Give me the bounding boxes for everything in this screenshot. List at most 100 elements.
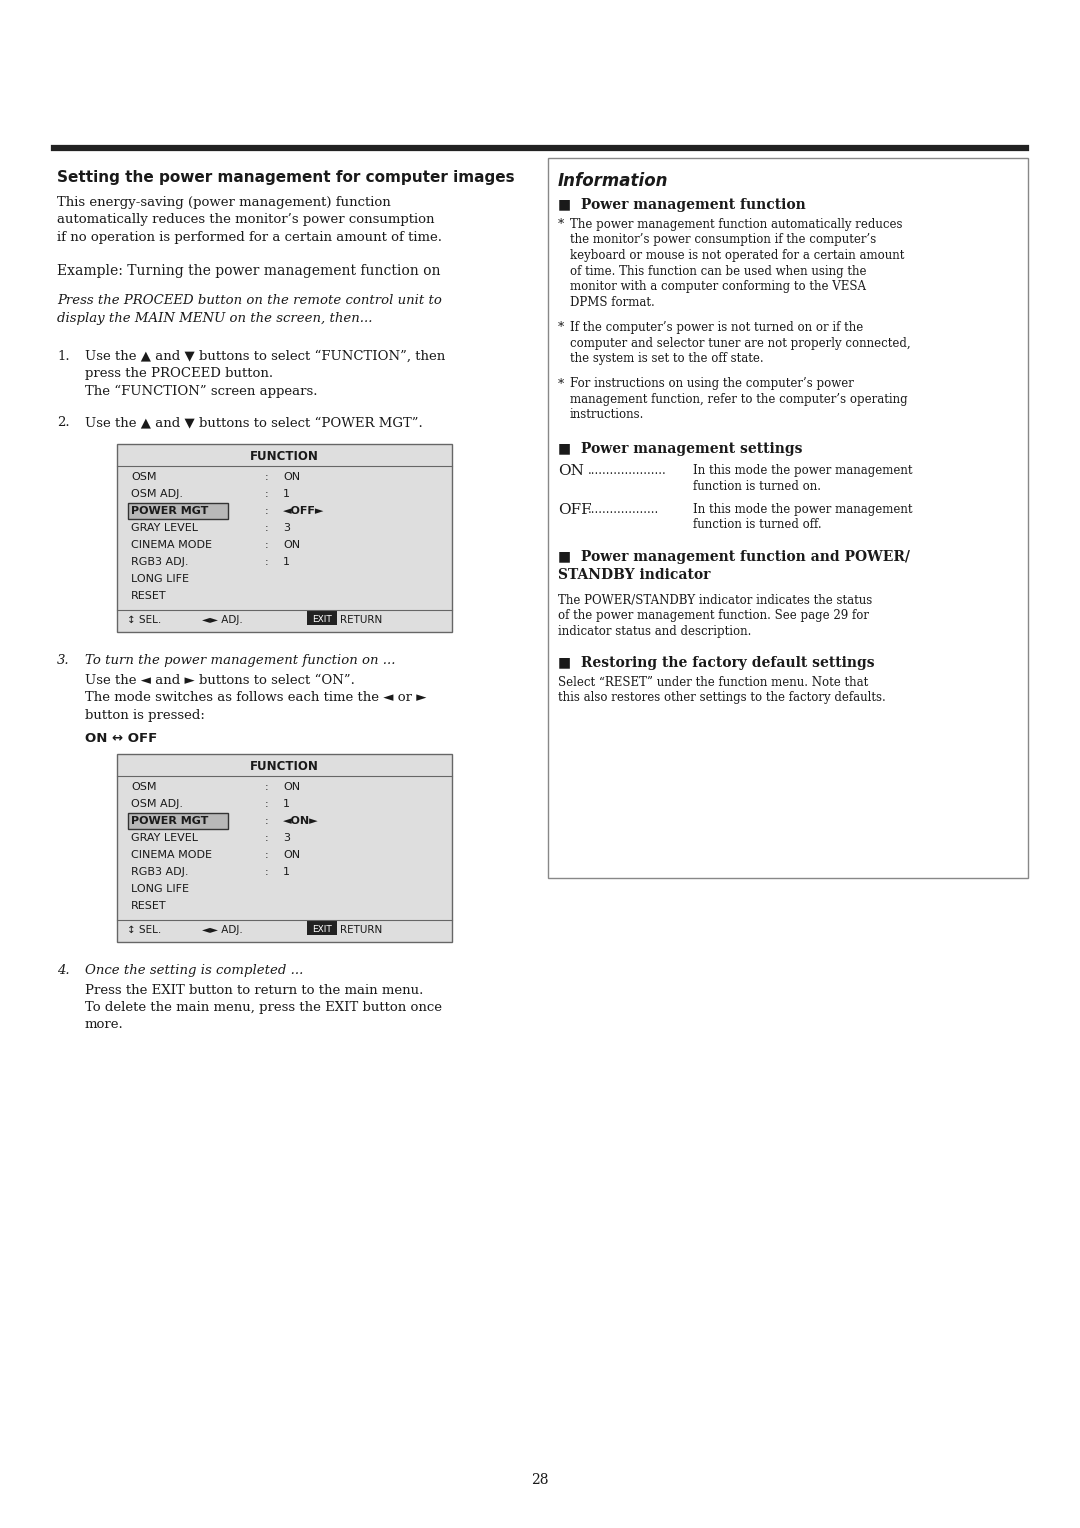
Text: LONG LIFE: LONG LIFE xyxy=(131,885,189,894)
Text: keyboard or mouse is not operated for a certain amount: keyboard or mouse is not operated for a … xyxy=(570,249,904,261)
Text: ◄OFF►: ◄OFF► xyxy=(283,506,324,516)
Text: function is turned off.: function is turned off. xyxy=(693,518,822,532)
Text: RETURN: RETURN xyxy=(340,924,382,935)
Text: CINEMA MODE: CINEMA MODE xyxy=(131,850,212,860)
Bar xyxy=(548,157,1028,879)
Text: DPMS format.: DPMS format. xyxy=(570,295,654,309)
Text: RESET: RESET xyxy=(131,591,166,601)
Bar xyxy=(307,921,337,935)
Text: POWER MGT: POWER MGT xyxy=(131,506,208,516)
Text: Once the setting is completed ...: Once the setting is completed ... xyxy=(85,964,303,976)
Text: :: : xyxy=(265,782,269,792)
Text: OSM ADJ.: OSM ADJ. xyxy=(131,489,183,500)
Text: Use the ◄ and ► buttons to select “ON”.: Use the ◄ and ► buttons to select “ON”. xyxy=(85,674,355,686)
Text: :: : xyxy=(265,799,269,808)
Text: ON: ON xyxy=(283,850,300,860)
Text: 4.: 4. xyxy=(57,964,69,976)
Text: 1: 1 xyxy=(283,866,291,877)
Text: ■  Power management function and POWER/: ■ Power management function and POWER/ xyxy=(558,550,910,564)
Text: GRAY LEVEL: GRAY LEVEL xyxy=(131,523,198,533)
Text: :: : xyxy=(265,489,269,500)
Text: The “FUNCTION” screen appears.: The “FUNCTION” screen appears. xyxy=(85,385,318,397)
Text: FUNCTION: FUNCTION xyxy=(251,759,319,773)
Text: ■  Power management settings: ■ Power management settings xyxy=(558,442,802,455)
Text: press the PROCEED button.: press the PROCEED button. xyxy=(85,367,273,380)
Text: Information: Information xyxy=(558,173,669,189)
Text: ON: ON xyxy=(558,465,584,478)
Text: display the MAIN MENU on the screen, then...: display the MAIN MENU on the screen, the… xyxy=(57,312,373,325)
Text: OSM: OSM xyxy=(131,472,157,481)
Text: the system is set to the off state.: the system is set to the off state. xyxy=(570,351,764,365)
Text: RETURN: RETURN xyxy=(340,614,382,625)
Text: automatically reduces the monitor’s power consumption: automatically reduces the monitor’s powe… xyxy=(57,214,434,226)
Text: Setting the power management for computer images: Setting the power management for compute… xyxy=(57,170,515,185)
Text: of time. This function can be used when using the: of time. This function can be used when … xyxy=(570,264,866,278)
Text: indicator status and description.: indicator status and description. xyxy=(558,625,752,639)
Text: :: : xyxy=(265,866,269,877)
Text: Use the ▲ and ▼ buttons to select “FUNCTION”, then: Use the ▲ and ▼ buttons to select “FUNCT… xyxy=(85,350,445,362)
Bar xyxy=(117,445,453,633)
Text: In this mode the power management: In this mode the power management xyxy=(693,503,913,516)
Text: 1: 1 xyxy=(283,558,291,567)
Text: 2.: 2. xyxy=(57,416,69,429)
Text: ON: ON xyxy=(283,539,300,550)
Text: 1: 1 xyxy=(283,799,291,808)
Text: RESET: RESET xyxy=(131,902,166,911)
Text: To turn the power management function on ...: To turn the power management function on… xyxy=(85,654,395,668)
Text: ON: ON xyxy=(283,782,300,792)
Text: :: : xyxy=(265,539,269,550)
Text: ◄► ADJ.: ◄► ADJ. xyxy=(202,614,243,625)
Text: this also restores other settings to the factory defaults.: this also restores other settings to the… xyxy=(558,691,886,704)
Text: STANDBY indicator: STANDBY indicator xyxy=(558,568,711,582)
Text: POWER MGT: POWER MGT xyxy=(131,816,208,827)
Text: the monitor’s power consumption if the computer’s: the monitor’s power consumption if the c… xyxy=(570,234,876,246)
Text: 1: 1 xyxy=(283,489,291,500)
Text: ↕ SEL.: ↕ SEL. xyxy=(127,924,161,935)
Text: To delete the main menu, press the EXIT button once: To delete the main menu, press the EXIT … xyxy=(85,1001,442,1015)
Text: *: * xyxy=(558,219,564,231)
Text: :: : xyxy=(265,472,269,481)
Text: LONG LIFE: LONG LIFE xyxy=(131,575,189,584)
Text: Use the ▲ and ▼ buttons to select “POWER MGT”.: Use the ▲ and ▼ buttons to select “POWER… xyxy=(85,416,422,429)
Text: ON: ON xyxy=(283,472,300,481)
Text: FUNCTION: FUNCTION xyxy=(251,451,319,463)
Text: 3: 3 xyxy=(283,833,291,843)
Text: 3: 3 xyxy=(283,523,291,533)
Text: 1.: 1. xyxy=(57,350,69,362)
Text: This energy-saving (power management) function: This energy-saving (power management) fu… xyxy=(57,196,391,209)
Text: management function, refer to the computer’s operating: management function, refer to the comput… xyxy=(570,393,907,406)
Text: CINEMA MODE: CINEMA MODE xyxy=(131,539,212,550)
Bar xyxy=(117,753,453,941)
Text: monitor with a computer conforming to the VESA: monitor with a computer conforming to th… xyxy=(570,280,866,293)
Text: if no operation is performed for a certain amount of time.: if no operation is performed for a certa… xyxy=(57,231,442,244)
Text: *: * xyxy=(558,321,564,335)
Text: function is turned on.: function is turned on. xyxy=(693,480,821,492)
Text: OSM ADJ.: OSM ADJ. xyxy=(131,799,183,808)
Bar xyxy=(129,503,228,520)
Text: OSM: OSM xyxy=(131,782,157,792)
Text: :: : xyxy=(265,850,269,860)
Text: The power management function automatically reduces: The power management function automatica… xyxy=(570,219,903,231)
Text: 3.: 3. xyxy=(57,654,69,668)
Text: .....................: ..................... xyxy=(588,465,666,477)
Text: button is pressed:: button is pressed: xyxy=(85,709,205,721)
Text: If the computer’s power is not turned on or if the: If the computer’s power is not turned on… xyxy=(570,321,863,335)
Text: ◄ON►: ◄ON► xyxy=(283,816,319,827)
Text: RGB3 ADJ.: RGB3 ADJ. xyxy=(131,866,189,877)
Text: Press the PROCEED button on the remote control unit to: Press the PROCEED button on the remote c… xyxy=(57,295,442,307)
Text: ■  Restoring the factory default settings: ■ Restoring the factory default settings xyxy=(558,656,875,669)
Text: :: : xyxy=(265,558,269,567)
Text: ...................: ................... xyxy=(588,503,659,516)
Text: :: : xyxy=(265,816,269,827)
Text: :: : xyxy=(265,523,269,533)
Text: EXIT: EXIT xyxy=(312,614,332,623)
Text: Select “RESET” under the function menu. Note that: Select “RESET” under the function menu. … xyxy=(558,675,868,689)
Bar xyxy=(307,611,337,625)
Text: For instructions on using the computer’s power: For instructions on using the computer’s… xyxy=(570,377,854,391)
Text: :: : xyxy=(265,833,269,843)
Text: ■  Power management function: ■ Power management function xyxy=(558,199,806,212)
Text: ↕ SEL.: ↕ SEL. xyxy=(127,614,161,625)
Text: ON ↔ OFF: ON ↔ OFF xyxy=(85,732,158,746)
Text: The POWER/STANDBY indicator indicates the status: The POWER/STANDBY indicator indicates th… xyxy=(558,594,873,607)
Text: :: : xyxy=(265,506,269,516)
